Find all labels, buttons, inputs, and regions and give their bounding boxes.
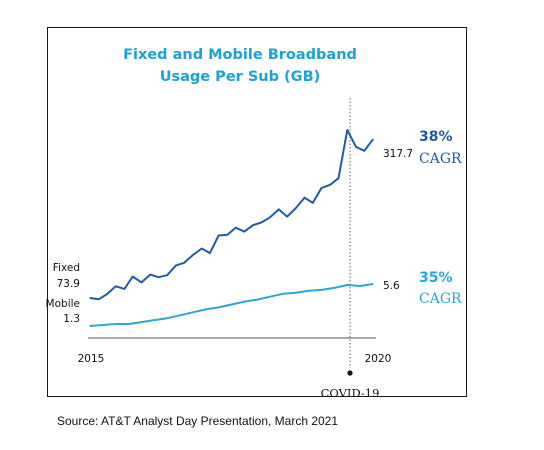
fixed-start-value: 73.9 xyxy=(57,278,80,290)
mobile-data-point xyxy=(128,323,130,325)
fixed-data-point xyxy=(115,285,117,287)
fixed-data-point xyxy=(98,298,100,300)
covid-label: COVID-19 xyxy=(321,386,380,400)
fixed-cagr-percent: 38% xyxy=(419,129,453,145)
covid-marker-dot xyxy=(347,370,353,376)
fixed-series-line xyxy=(89,129,374,301)
mobile-data-point xyxy=(230,303,233,306)
mobile-data-point xyxy=(140,321,143,323)
x-tick-2015: 2015 xyxy=(78,353,105,365)
mobile-end-value: 5.6 xyxy=(383,280,400,292)
fixed-data-point xyxy=(140,281,143,283)
fixed-data-point xyxy=(192,254,194,256)
fixed-end-value: 317.7 xyxy=(383,148,413,160)
fixed-data-point xyxy=(132,275,134,278)
fixed-data-point xyxy=(260,221,262,224)
fixed-data-point xyxy=(337,177,340,179)
fixed-data-point xyxy=(209,252,211,254)
fixed-data-point xyxy=(149,274,151,276)
mobile-data-point xyxy=(295,292,297,294)
mobile-data-point xyxy=(153,319,155,321)
fixed-data-point xyxy=(372,138,374,140)
mobile-data-point xyxy=(320,289,323,291)
mobile-data-point xyxy=(282,293,284,295)
mobile-start-label: Mobile xyxy=(46,298,80,310)
fixed-cagr-label: CAGR xyxy=(419,151,462,167)
fixed-data-point xyxy=(201,247,203,250)
fixed-start-label: Fixed xyxy=(53,262,80,274)
source-note: Source: AT&T Analyst Day Presentation, M… xyxy=(57,414,339,428)
chart-title-line-1: Fixed and Mobile Broadband xyxy=(123,47,357,63)
fixed-data-point xyxy=(183,262,185,264)
x-tick-2020: 2020 xyxy=(365,353,392,365)
mobile-cagr-percent: 35% xyxy=(419,270,453,286)
mobile-data-point xyxy=(359,285,361,287)
mobile-data-point xyxy=(205,308,207,310)
fixed-data-point xyxy=(312,202,314,204)
mobile-data-point xyxy=(269,296,271,298)
fixed-data-point xyxy=(286,216,288,218)
mobile-cagr-label: CAGR xyxy=(419,291,462,307)
mobile-data-point xyxy=(115,323,117,325)
fixed-data-point xyxy=(89,297,91,299)
fixed-data-point xyxy=(346,129,348,131)
mobile-series-group xyxy=(89,283,374,327)
mobile-data-point xyxy=(179,314,181,316)
mobile-data-point xyxy=(102,324,104,326)
mobile-data-point xyxy=(256,299,258,301)
chart-frame xyxy=(47,27,467,397)
mobile-data-point xyxy=(308,290,310,292)
fixed-data-point xyxy=(295,207,297,209)
fixed-data-point xyxy=(355,146,357,148)
mobile-data-point xyxy=(166,317,168,319)
fixed-data-point xyxy=(106,293,108,295)
mobile-data-point xyxy=(243,301,245,303)
fixed-data-point xyxy=(329,184,331,186)
fixed-data-point xyxy=(278,208,280,210)
fixed-data-point xyxy=(320,187,323,189)
fixed-data-point xyxy=(269,216,271,218)
mobile-data-point xyxy=(372,283,374,285)
mobile-data-point xyxy=(333,287,335,289)
fixed-data-point xyxy=(243,231,245,233)
fixed-data-point xyxy=(235,227,237,229)
fixed-data-point xyxy=(157,276,159,278)
fixed-data-point xyxy=(218,234,220,237)
fixed-data-point xyxy=(166,274,168,276)
mobile-data-point xyxy=(89,325,91,327)
mobile-start-value: 1.3 xyxy=(63,313,80,325)
fixed-data-point xyxy=(304,197,306,199)
chart-title-line-2: Usage Per Sub (GB) xyxy=(160,69,321,85)
fixed-data-point xyxy=(226,234,228,236)
fixed-data-point xyxy=(123,288,126,290)
mobile-data-point xyxy=(346,284,348,286)
mobile-data-point xyxy=(218,306,220,308)
fixed-data-point xyxy=(363,150,365,152)
fixed-data-point xyxy=(252,224,254,226)
mobile-data-point xyxy=(192,311,194,313)
fixed-data-point xyxy=(175,264,177,266)
fixed-series-group xyxy=(89,129,374,301)
